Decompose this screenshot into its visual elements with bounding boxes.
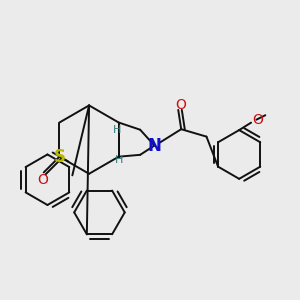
- Text: H: H: [115, 154, 123, 164]
- Text: H: H: [113, 125, 122, 135]
- Text: O: O: [175, 98, 186, 112]
- Text: O: O: [37, 173, 48, 187]
- Text: O: O: [252, 113, 263, 127]
- Text: N: N: [148, 136, 161, 154]
- Text: S: S: [53, 148, 65, 166]
